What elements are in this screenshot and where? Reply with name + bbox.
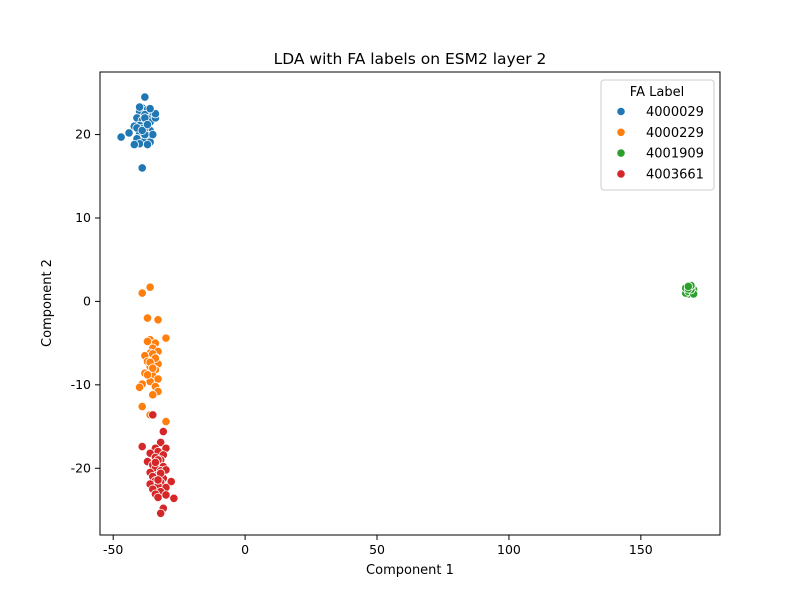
y-tick-label: 20 bbox=[75, 127, 91, 142]
y-tick-label: -20 bbox=[71, 460, 91, 475]
data-point-4003661-24 bbox=[166, 477, 176, 487]
legend-marker-4003661 bbox=[616, 169, 626, 179]
x-axis-ticks: -50 0 50 100 150 bbox=[103, 535, 653, 557]
data-point-4000029-28 bbox=[148, 129, 158, 140]
plot-frame bbox=[99, 71, 721, 536]
y-tick-label: 0 bbox=[83, 293, 91, 308]
legend-label-4001909: 4001909 bbox=[646, 147, 704, 162]
data-point-4000229-0 bbox=[137, 288, 147, 298]
legend-label-4000229: 4000229 bbox=[646, 126, 704, 141]
data-point-4000229-28 bbox=[161, 416, 171, 427]
data-point-4000229-27 bbox=[137, 401, 147, 412]
data-point-4000229-24 bbox=[134, 382, 145, 392]
data-point-4000229-4 bbox=[161, 333, 171, 343]
data-point-4003661-33 bbox=[153, 492, 163, 503]
data-point-4000029-31 bbox=[116, 132, 126, 142]
data-point-4000029-39 bbox=[142, 119, 153, 130]
data-point-4000229-33 bbox=[148, 363, 158, 373]
data-point-4000029-36 bbox=[145, 104, 155, 114]
data-point-4003661-31 bbox=[161, 490, 171, 500]
data-point-4003661-0 bbox=[148, 410, 158, 420]
data-point-4003661-39 bbox=[153, 475, 163, 485]
legend-title: FA Label bbox=[630, 85, 684, 100]
legend-box bbox=[600, 79, 715, 191]
legend: FA Label 4000029 4000229 4001909 4003661 bbox=[600, 79, 715, 191]
y-tick-label: 10 bbox=[75, 210, 91, 225]
x-axis-label: Component 1 bbox=[366, 563, 454, 578]
legend-label-4003661: 4003661 bbox=[646, 167, 704, 182]
data-point-4000229-1 bbox=[145, 282, 155, 292]
data-point-4003661-32 bbox=[169, 493, 179, 503]
chart-title: LDA with FA labels on ESM2 layer 2 bbox=[274, 50, 547, 68]
data-point-4000029-30 bbox=[124, 128, 134, 138]
y-tick-label: -10 bbox=[71, 377, 91, 392]
legend-marker-4000229 bbox=[616, 127, 626, 137]
x-tick-label: 100 bbox=[497, 542, 521, 557]
x-tick-label: 0 bbox=[241, 542, 249, 557]
data-point-4000029-35 bbox=[137, 125, 147, 135]
data-point-4003661-3 bbox=[156, 437, 166, 447]
data-point-4000029-38 bbox=[129, 139, 139, 150]
data-point-4000029-32 bbox=[137, 163, 147, 173]
data-point-4000029-0 bbox=[140, 92, 150, 102]
data-point-4000029-37 bbox=[134, 102, 145, 112]
points-layer bbox=[116, 92, 699, 518]
legend-items: 4000029 4000229 4001909 4003661 bbox=[616, 105, 704, 182]
data-point-4000029-24 bbox=[142, 139, 153, 150]
data-point-4000229-3 bbox=[153, 315, 163, 325]
data-point-4001909-13 bbox=[683, 281, 693, 291]
legend-marker-4001909 bbox=[616, 148, 626, 158]
data-point-4000229-7 bbox=[142, 336, 153, 347]
legend-marker-4000029 bbox=[616, 106, 626, 117]
data-point-4000229-26 bbox=[148, 390, 158, 400]
data-point-4000229-34 bbox=[142, 370, 153, 380]
data-point-4000229-2 bbox=[142, 313, 153, 323]
legend-label-4000029: 4000029 bbox=[646, 105, 704, 120]
data-point-4003661-35 bbox=[156, 508, 166, 518]
data-point-4003661-37 bbox=[150, 457, 161, 468]
y-axis-ticks: -20 -10 0 10 20 bbox=[71, 127, 100, 475]
x-tick-label: 150 bbox=[629, 542, 653, 557]
x-tick-label: -50 bbox=[103, 542, 123, 557]
data-point-4003661-1 bbox=[158, 426, 168, 437]
x-tick-label: 50 bbox=[369, 542, 385, 557]
data-point-4003661-2 bbox=[137, 441, 147, 452]
y-axis-label: Component 2 bbox=[40, 259, 55, 347]
